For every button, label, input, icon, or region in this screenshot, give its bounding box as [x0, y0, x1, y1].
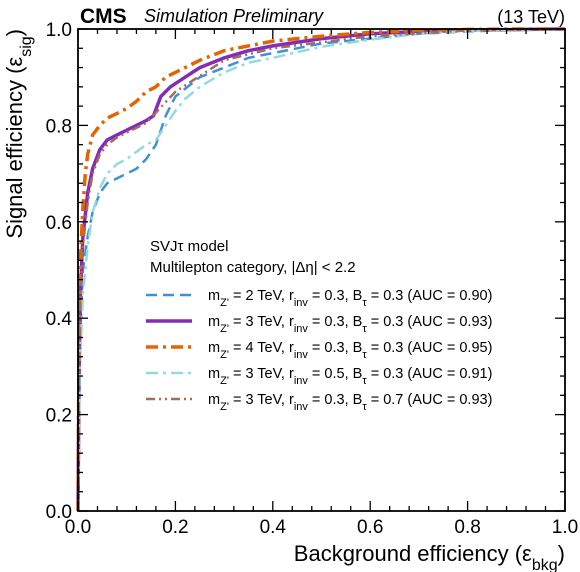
- y-axis-title: Signal efficiency (εsig): [2, 29, 35, 239]
- x-tick-label: 0.8: [454, 517, 480, 538]
- legend-label-2: mZ' = 3 TeV, rinv = 0.3, Bτ = 0.3 (AUC =…: [208, 314, 492, 335]
- experiment-label: CMS: [80, 5, 127, 28]
- legend-title-category: Multilepton category, |Δη| < 2.2: [150, 259, 356, 276]
- ticks-layer: 0.0 0.2 0.4 0.6 0.8 1.0 0.0 0.2 0.4 0.6 0.8 1.0: [46, 20, 579, 538]
- x-tick-label: 0.2: [162, 517, 188, 538]
- y-tick-label: 0.8: [46, 116, 72, 137]
- legend-label-3: mZ' = 4 TeV, rinv = 0.3, Bτ = 0.3 (AUC =…: [208, 340, 492, 361]
- energy-label: (13 TeV): [497, 7, 565, 27]
- legend-label-4: mZ' = 3 TeV, rinv = 0.5, Bτ = 0.3 (AUC =…: [208, 366, 492, 387]
- status-label: Simulation Preliminary: [144, 6, 324, 26]
- plot-frame: [77, 28, 566, 512]
- roc-curve-series-2: [76, 27, 566, 512]
- legend-entries: mZ' = 2 TeV, rinv = 0.3, Bτ = 0.3 (AUC =…: [146, 288, 492, 413]
- x-tick-label: 0.0: [65, 517, 91, 538]
- x-tick-label: 0.4: [260, 517, 287, 538]
- y-tick-label: 0.2: [46, 406, 72, 427]
- chart-header: CMS Simulation Preliminary (13 TeV): [80, 5, 565, 28]
- roc-curve-series-5: [76, 27, 566, 512]
- y-tick-label: 0.0: [46, 502, 72, 523]
- y-tick-label: 1.0: [46, 20, 72, 41]
- x-tick-label: 1.0: [552, 517, 578, 538]
- y-tick-label: 0.4: [46, 309, 73, 330]
- legend-label-1: mZ' = 2 TeV, rinv = 0.3, Bτ = 0.3 (AUC =…: [208, 288, 492, 309]
- x-axis-title: Background efficiency (εbkg): [294, 541, 565, 572]
- roc-curve-series-4: [76, 27, 566, 512]
- legend-label-5: mZ' = 3 TeV, rinv = 0.3, Bτ = 0.7 (AUC =…: [208, 392, 492, 413]
- roc-curve-series-3: [76, 27, 565, 512]
- x-tick-label: 0.6: [357, 517, 383, 538]
- y-tick-label: 0.6: [46, 213, 72, 234]
- legend-title-model: SVJτ model: [150, 238, 228, 255]
- legend: SVJτ model Multilepton category, |Δη| < …: [146, 238, 492, 413]
